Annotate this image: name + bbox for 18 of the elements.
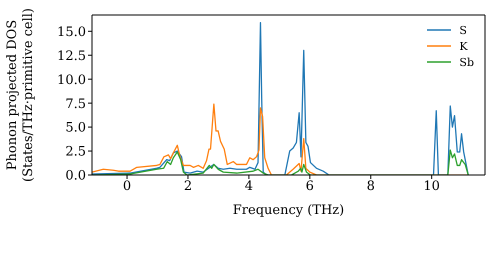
x-tick-label: 10 [423, 179, 440, 194]
x-tick-label: 8 [366, 179, 375, 194]
x-tick-label: 0 [122, 179, 132, 194]
legend-label: S [459, 24, 467, 36]
y-axis-title: Phonon projected DOS (States/THz·primitive cell) [5, 8, 36, 182]
legend-label: Sb [459, 56, 474, 68]
x-tick-label: 4 [244, 179, 254, 194]
x-axis-title: Frequency (THz) [232, 203, 344, 218]
x-tick-label: 2 [184, 179, 192, 194]
y-tick-label: 5.0 [65, 120, 86, 136]
y-tick-label: 7.5 [65, 96, 86, 112]
legend-label: K [459, 40, 468, 52]
x-tick-label: 6 [306, 179, 314, 194]
y-tick-label: 15.0 [57, 24, 86, 40]
y-tick-label: 0.0 [65, 168, 86, 184]
y-tick-label: 2.5 [65, 144, 86, 160]
y-tick-label: 10.0 [57, 72, 86, 88]
y-tick-label: 12.5 [57, 48, 86, 64]
